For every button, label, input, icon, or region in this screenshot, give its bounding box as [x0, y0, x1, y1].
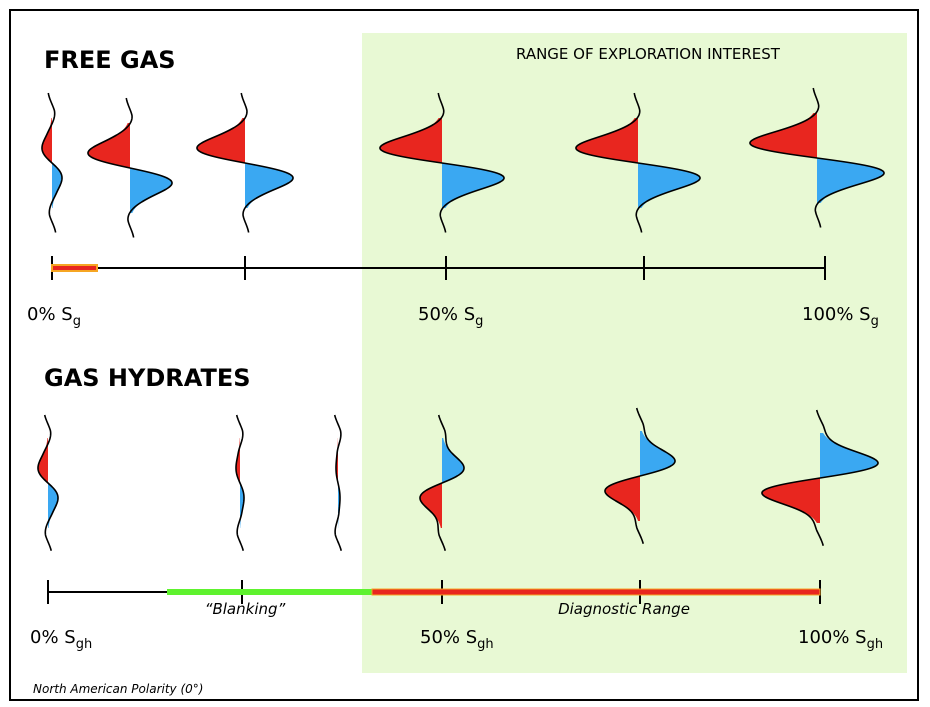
blanking-bar: [167, 589, 372, 595]
wavelet-lobe: [245, 163, 294, 208]
free-gas-title: FREE GAS: [44, 46, 176, 74]
wavelet-trace: [37, 414, 59, 551]
wavelet-lobe: [379, 118, 442, 163]
wavelet-lobe: [638, 163, 701, 208]
wavelet-lobe: [442, 438, 465, 483]
gas-hydrates-title: GAS HYDRATES: [44, 364, 251, 392]
range-label: RANGE OF EXPLORATION INTEREST: [516, 45, 781, 63]
wavelet-trace: [379, 92, 505, 233]
label-text: 0% S: [30, 627, 76, 648]
label-sub: g: [73, 314, 81, 329]
free-gas-axis: [51, 256, 826, 280]
wavelet-lobe: [130, 168, 173, 213]
wavelet-trace: [575, 92, 701, 233]
axis-label: 0% Sgh: [30, 627, 92, 652]
axis-label: 100% Sgh: [798, 627, 883, 652]
wavelet-lobe: [820, 433, 879, 478]
wavelet-trace: [87, 97, 173, 238]
label-sub: gh: [477, 637, 494, 652]
label-text: 100% S: [802, 304, 871, 325]
axis-label: 100% Sg: [802, 304, 879, 329]
wavelets: [37, 87, 885, 551]
wavelet-lobe: [196, 118, 245, 163]
label-sub: g: [475, 314, 483, 329]
label-text: 100% S: [798, 627, 867, 648]
wavelet-trace: [196, 92, 294, 233]
wavelet-trace: [235, 414, 245, 551]
axis-label: 50% Sg: [418, 304, 483, 329]
label-text: 50% S: [418, 304, 475, 325]
axis-label: 50% Sgh: [420, 627, 494, 652]
wavelet-trace: [41, 92, 63, 233]
wavelet-trace: [604, 407, 676, 544]
wavelet-lobe: [419, 483, 442, 528]
wavelet-trace: [761, 409, 879, 546]
diagnostic-label: Diagnostic Range: [558, 600, 690, 618]
diagnostic-bar: [371, 588, 821, 596]
label-sub: g: [871, 314, 879, 329]
wavelet-trace: [419, 414, 465, 551]
low-saturation-bar: [51, 264, 98, 272]
label-sub: gh: [76, 637, 93, 652]
wavelet-lobe: [575, 118, 638, 163]
wavelet-lobe: [442, 163, 505, 208]
wavelet-lobe: [817, 158, 885, 203]
blanking-label: “Blanking”: [205, 600, 286, 618]
label-text: 0% S: [27, 304, 73, 325]
wavelet-lobe: [640, 431, 676, 476]
wavelet-lobe: [87, 123, 130, 168]
wavelet-trace: [333, 414, 343, 551]
wavelet-lobe: [761, 478, 820, 523]
wavelet-trace: [749, 87, 885, 228]
label-text: 50% S: [420, 627, 477, 648]
footnote: North American Polarity (0°): [33, 682, 203, 696]
wavelet-lobe: [749, 113, 817, 158]
axis-label: 0% Sg: [27, 304, 81, 329]
wavelet-lobe: [604, 476, 640, 521]
label-sub: gh: [867, 637, 884, 652]
